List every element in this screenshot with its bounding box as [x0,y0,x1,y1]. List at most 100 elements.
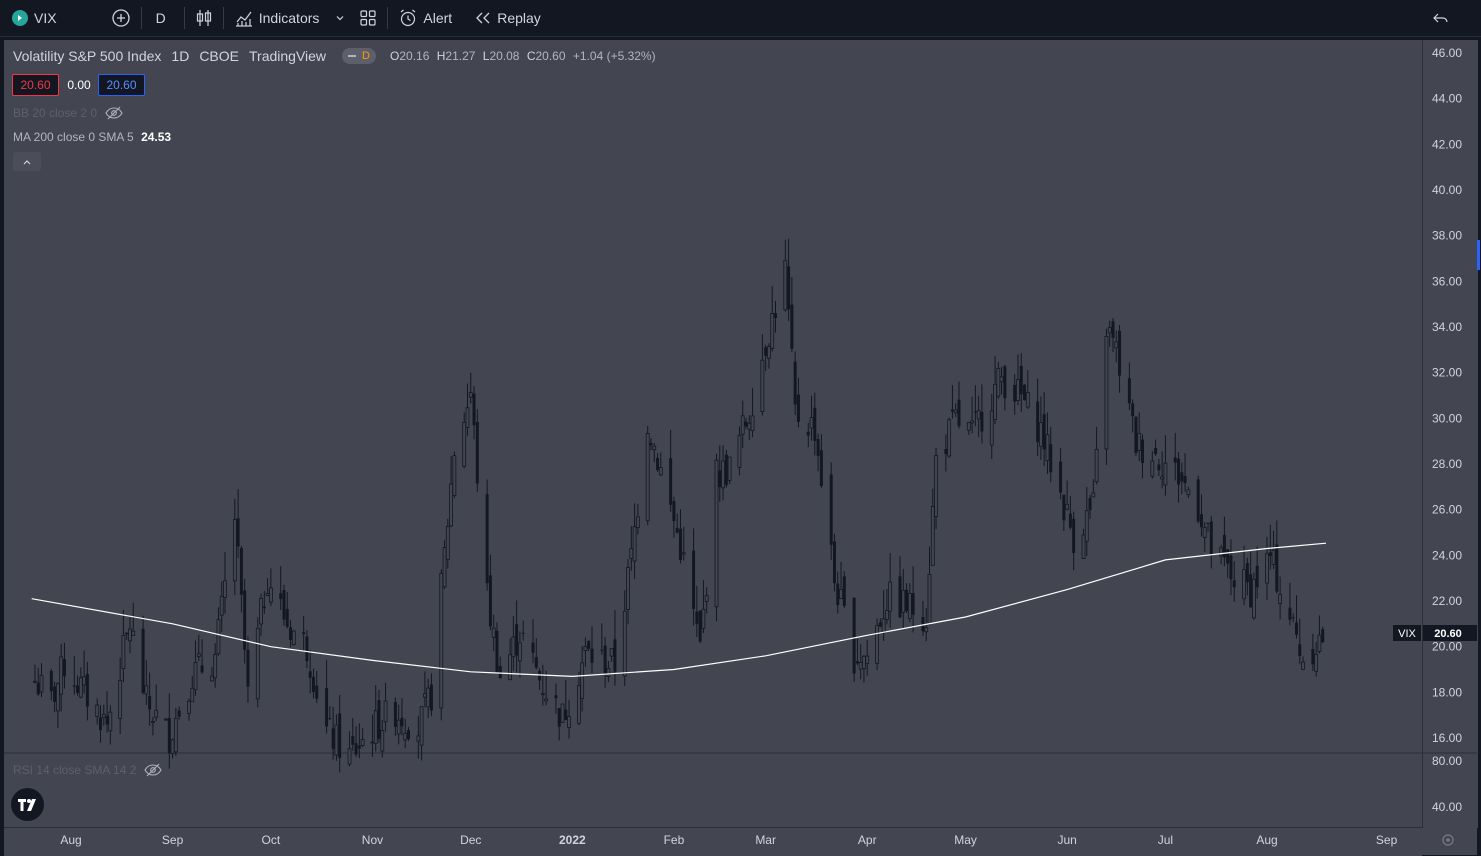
candle-body [193,662,198,691]
candle-body [1045,434,1050,461]
candle-body [950,409,954,412]
candle-body [999,376,1004,383]
candle [325,659,329,734]
candle-body [973,411,977,413]
indicators-dropdown[interactable] [335,0,345,37]
candle [328,705,332,721]
time-axis[interactable] [4,827,1422,856]
last-price-symbol: VIX [1398,628,1416,640]
eye-hidden-icon[interactable] [105,106,123,120]
candle [1163,435,1168,496]
candle-body [970,420,974,424]
candle [839,561,843,600]
indicators-button[interactable]: Indicators [234,0,319,37]
candle-body [996,368,1001,397]
eye-hidden-icon[interactable] [144,763,163,777]
candle-body [901,590,906,613]
candle [213,643,218,688]
candle-body [357,745,361,749]
y-tick-label: 28.00 [1432,457,1462,471]
candle-body [491,627,496,638]
y-tick-label: 38.00 [1432,229,1462,243]
candle-body [462,421,467,467]
candle [557,707,561,741]
candle [544,670,549,706]
candle-body [177,710,181,717]
candle-body [554,695,558,699]
candle [787,238,791,322]
candle-body [773,313,777,318]
y-tick-label: 46.00 [1432,46,1462,60]
candle [289,619,293,648]
candle-body [1311,648,1315,665]
candle [1049,426,1053,483]
ohlc-change: +1.04 (+5.32%) [572,49,656,63]
candle-body [905,589,909,612]
candle-body [1068,513,1072,528]
candle [632,503,637,580]
candle-body [698,610,702,642]
candle [534,638,538,670]
last-price-label: VIX 20.60 [1393,625,1477,641]
tradingview-logo[interactable] [11,788,44,821]
alert-button[interactable]: Alert [398,0,452,37]
candles-layer [33,238,1325,773]
y-tick-label: 24.00 [1432,548,1462,562]
candle-body [721,460,725,489]
candle-body [1291,617,1295,619]
market-status-pill[interactable]: D [342,48,376,64]
candle [1059,447,1063,500]
candle-body [852,597,856,674]
collapse-legend-button[interactable] [13,152,41,171]
candle-body [262,606,266,609]
compare-button[interactable] [111,0,131,37]
alert-label: Alert [423,10,453,26]
x-tick-label: 2022 [559,833,586,847]
ask-price[interactable]: 20.60 [98,74,145,96]
candle [930,488,935,566]
candle-body [587,640,591,649]
candle [609,647,614,662]
candle [268,568,273,607]
candle-body [246,649,250,687]
candle-body [187,700,191,714]
candle [580,646,585,712]
candle-body [1160,476,1165,480]
ma-indicator-legend[interactable]: MA 200 close 0 SMA 5 24.53 [13,130,171,144]
candle [177,706,181,720]
candle-body [422,693,427,698]
candle [587,640,591,652]
interval-button[interactable]: D [156,0,166,37]
bb-indicator-legend[interactable]: BB 20 close 2 0 [13,106,123,120]
candle [255,617,260,708]
replay-button[interactable]: Replay [474,0,541,37]
last-price-value: 20.60 [1434,628,1462,640]
candle [468,372,473,404]
candle [98,705,102,743]
candle [396,704,401,745]
candle [151,716,155,736]
symbol-search[interactable]: VIX [12,0,57,37]
chart-type-button[interactable] [195,0,213,37]
scroll-indicator[interactable] [1477,240,1480,270]
legend-title[interactable]: Volatility S&P 500 Index [13,48,162,64]
bid-price[interactable]: 20.60 [12,74,59,96]
candle-body [626,567,630,610]
candle-body [154,709,159,718]
price-axis[interactable] [1422,40,1478,828]
candle [989,393,994,460]
candle-body [85,673,89,707]
candle-body [1134,416,1138,453]
candle [1173,432,1177,481]
candle [243,578,247,664]
candle-body [1249,574,1253,608]
candle [1157,458,1161,477]
undo-button[interactable] [1432,0,1450,37]
layouts-button[interactable] [359,0,377,37]
rsi-indicator-legend[interactable]: RSI 14 close SMA 14 2 [13,763,163,777]
candle-body [1275,544,1279,592]
candle [901,568,906,630]
settings-gear-icon[interactable] [1442,834,1454,846]
candle-body [576,685,581,724]
